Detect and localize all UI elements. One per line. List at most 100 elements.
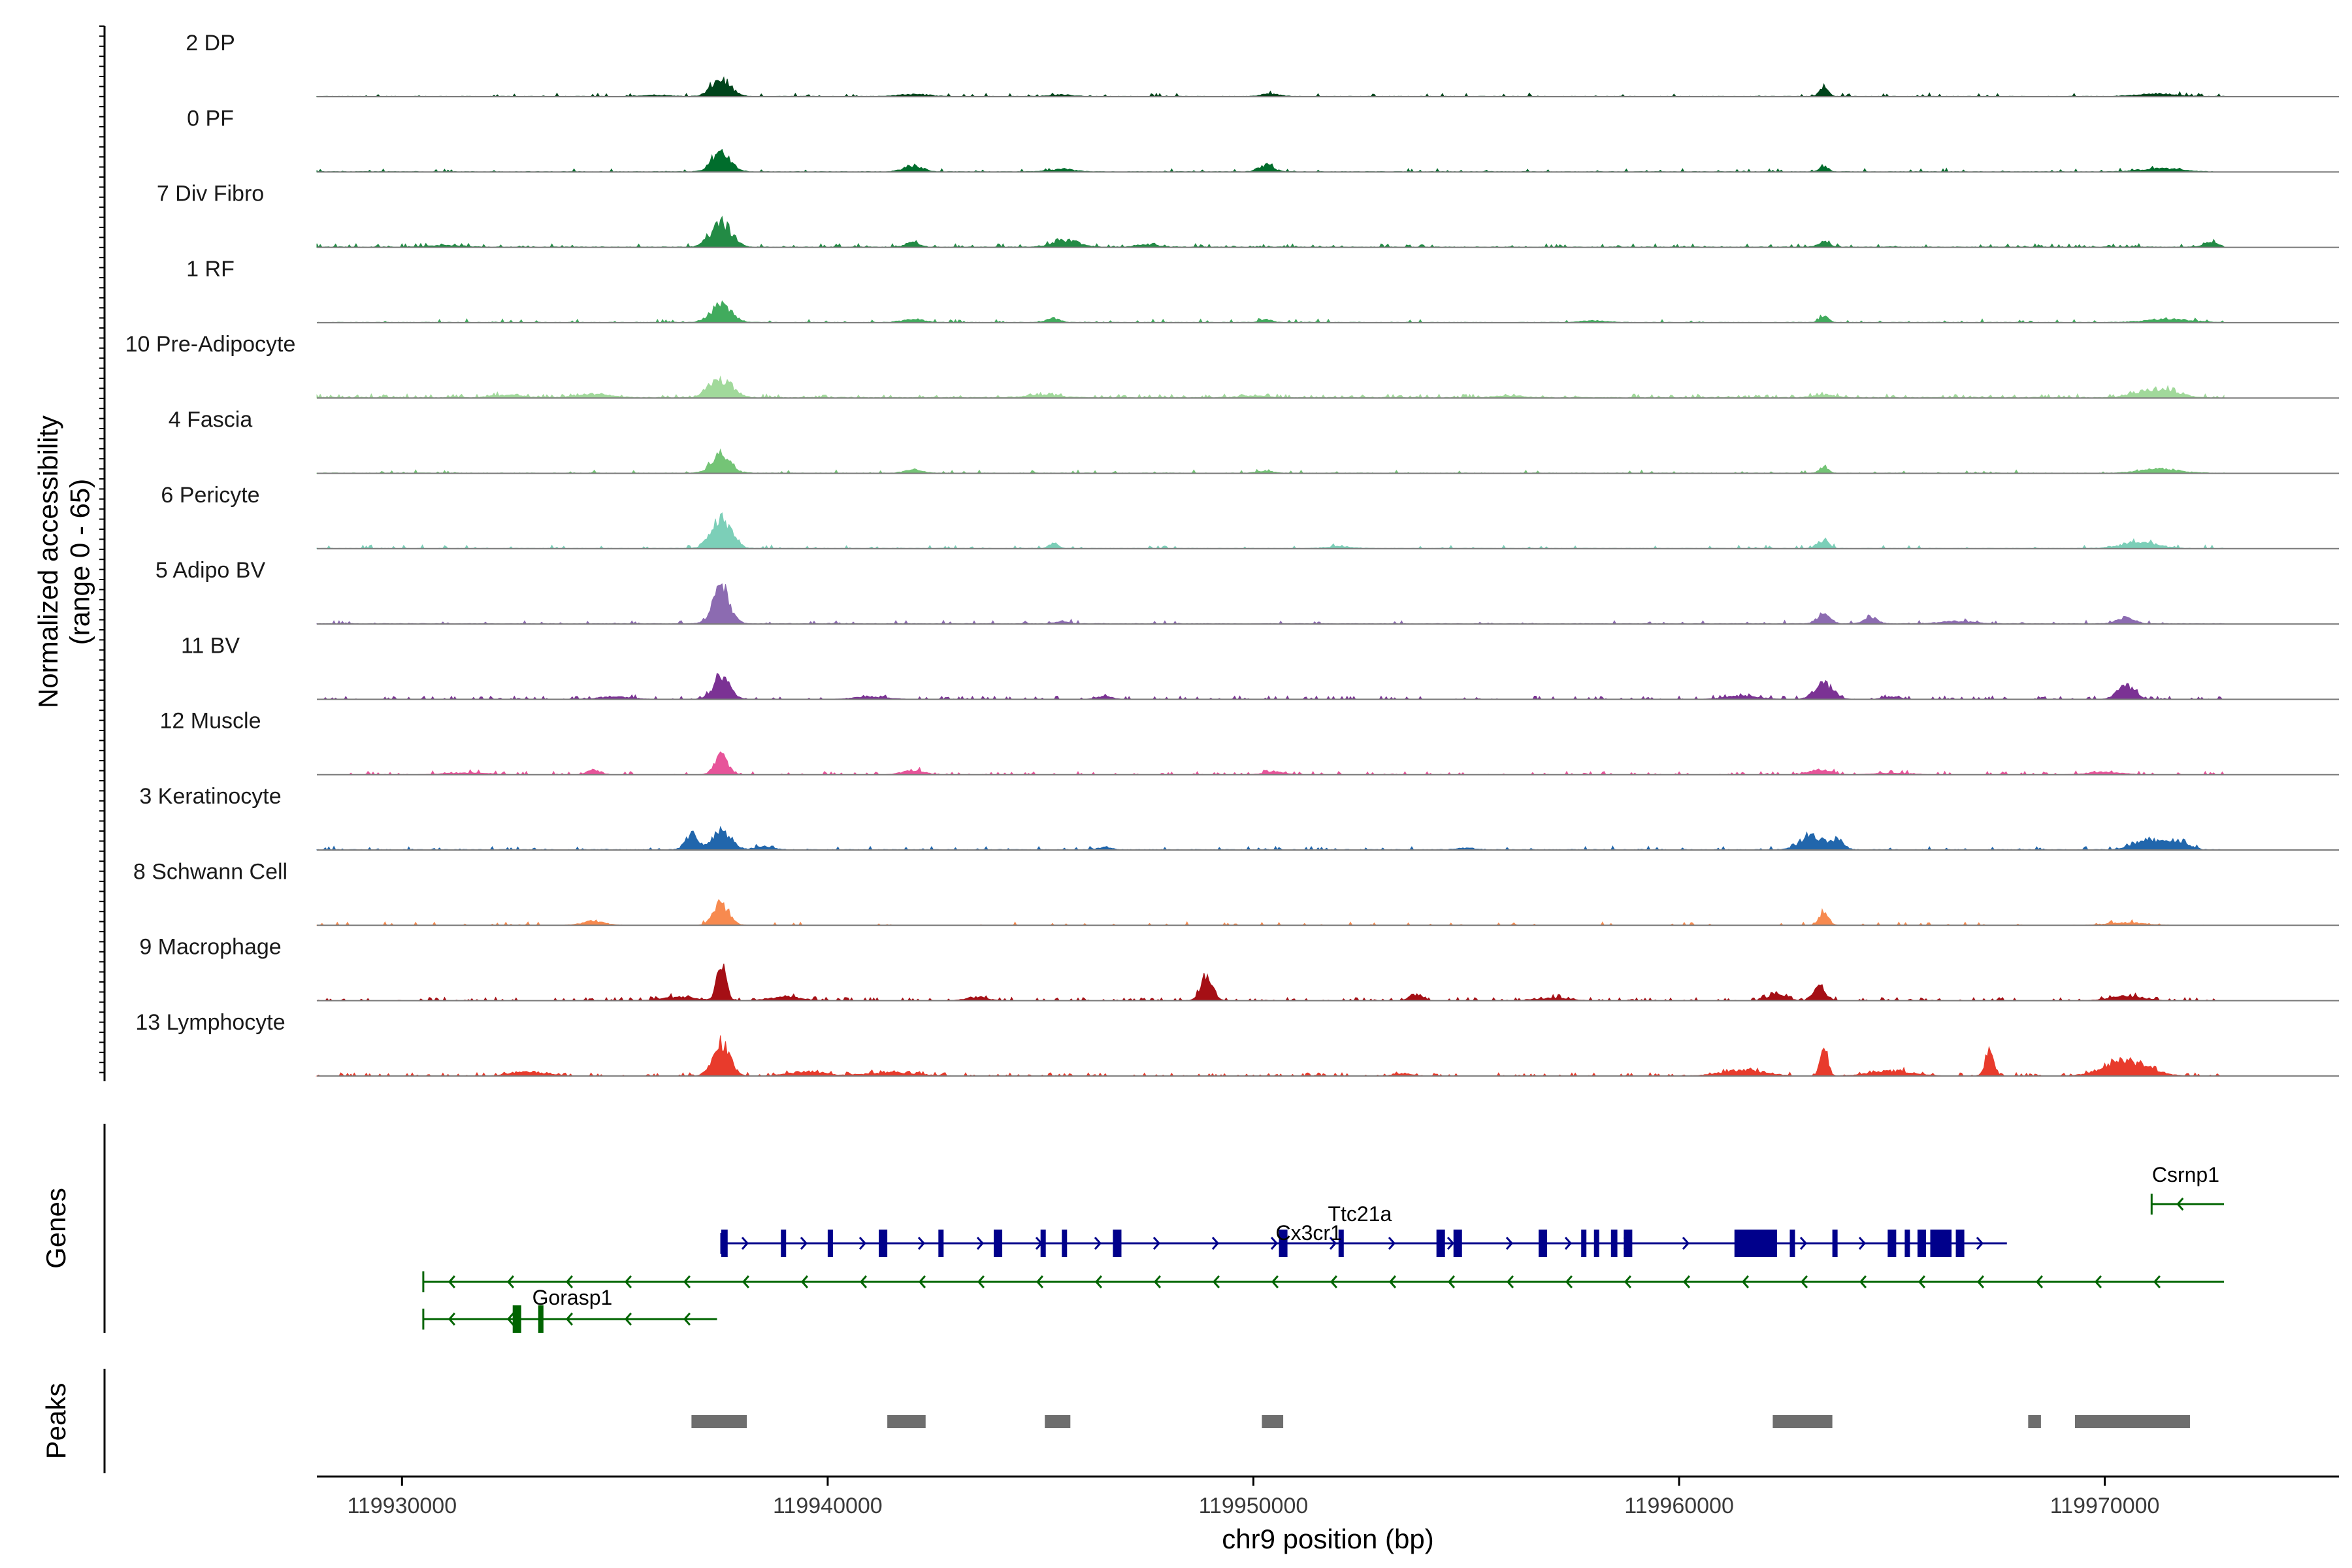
- peaks-panel-label: Peaks: [41, 1383, 71, 1460]
- track-13-lymphocyte: 13 Lymphocyte: [135, 1010, 2339, 1077]
- exon: [1113, 1230, 1122, 1257]
- peak-region: [1262, 1415, 1284, 1428]
- peak-region: [1045, 1415, 1071, 1428]
- strand-chevron: [1036, 1275, 1044, 1288]
- y-axis-title-line: Normalized accessibility: [33, 416, 63, 708]
- x-axis-title: chr9 position (bp): [1222, 1524, 1434, 1554]
- track-6-pericyte: 6 Pericyte: [161, 483, 2339, 549]
- strand-chevron: [1094, 1275, 1103, 1288]
- strand-chevron: [742, 1275, 750, 1288]
- exon: [938, 1230, 944, 1257]
- track-label: 2 DP: [186, 31, 235, 56]
- exon: [1955, 1230, 1965, 1257]
- strand-chevron: [1682, 1237, 1690, 1250]
- strand-chevron: [1271, 1275, 1279, 1288]
- strand-chevron: [1153, 1275, 1162, 1288]
- strand-chevron: [2153, 1275, 2161, 1288]
- track-label: 3 Keratinocyte: [139, 784, 281, 809]
- exon: [538, 1305, 544, 1333]
- strand-chevron: [683, 1275, 691, 1288]
- strand-chevron: [858, 1237, 867, 1250]
- strand-chevron: [1152, 1237, 1161, 1250]
- strand-chevron: [1624, 1275, 1632, 1288]
- exon: [1593, 1230, 1599, 1257]
- track-label: 10 Pre-Adipocyte: [125, 332, 296, 357]
- strand-chevron: [624, 1275, 632, 1288]
- exon: [1338, 1230, 1344, 1257]
- track-label: 11 BV: [181, 633, 240, 658]
- gene-label: Csrnp1: [2152, 1163, 2219, 1186]
- exon: [1436, 1230, 1445, 1257]
- peak-region: [1772, 1415, 1833, 1428]
- peak-region: [2075, 1415, 2190, 1428]
- exon: [1887, 1230, 1897, 1257]
- genes-panel-label: Genes: [41, 1188, 71, 1269]
- track-7-div-fibro: 7 Div Fibro: [157, 182, 2339, 248]
- x-tick-label: 119960000: [1624, 1494, 1734, 1518]
- strand-chevron: [1800, 1275, 1808, 1288]
- strand-chevron: [800, 1275, 809, 1288]
- peak-region: [691, 1415, 747, 1428]
- strand-chevron: [1330, 1275, 1338, 1288]
- strand-chevron: [1211, 1237, 1220, 1250]
- strand-chevron: [2094, 1275, 2102, 1288]
- track-2-dp: 2 DP: [186, 31, 2339, 98]
- gene-label: Cx3cr1: [1275, 1221, 1341, 1245]
- exon: [827, 1230, 833, 1257]
- track-1-rf: 1 RF: [186, 257, 2339, 323]
- gene-label: Gorasp1: [532, 1286, 613, 1309]
- strand-chevron: [565, 1275, 574, 1288]
- strand-chevron: [800, 1237, 808, 1250]
- track-label: 9 Macrophage: [139, 935, 281, 960]
- track-label: 7 Div Fibro: [157, 182, 264, 206]
- track-label: 6 Pericyte: [161, 483, 259, 508]
- strand-chevron: [1094, 1237, 1102, 1250]
- track-5-adipo-bv: 5 Adipo BV: [155, 558, 2339, 625]
- accessibility-y-axis: Normalized accessibility(range 0 - 65): [33, 25, 106, 1081]
- track-11-bv: 11 BV: [181, 633, 2339, 700]
- strand-chevron: [506, 1313, 515, 1326]
- exon: [879, 1230, 888, 1257]
- strand-chevron: [448, 1313, 456, 1326]
- track-label: 4 Fascia: [169, 408, 253, 433]
- strand-chevron: [2176, 1198, 2184, 1211]
- x-tick-label: 119970000: [2050, 1494, 2160, 1518]
- exon: [1624, 1230, 1633, 1257]
- peaks-panel: Peaks: [41, 1369, 2190, 1473]
- exon: [1539, 1230, 1548, 1257]
- exon: [1734, 1230, 1777, 1257]
- exon: [1789, 1230, 1795, 1257]
- strand-chevron: [1506, 1275, 1514, 1288]
- exon: [1832, 1230, 1838, 1257]
- track-label: 1 RF: [186, 257, 235, 282]
- strand-chevron: [1858, 1237, 1867, 1250]
- track-12-muscle: 12 Muscle: [160, 709, 2339, 776]
- x-tick-label: 119950000: [1199, 1494, 1309, 1518]
- track-label: 8 Schwann Cell: [133, 859, 287, 884]
- exon: [1930, 1230, 1952, 1257]
- strand-chevron: [1270, 1237, 1279, 1250]
- strand-chevron: [1329, 1237, 1337, 1250]
- exon: [781, 1230, 787, 1257]
- exon: [1040, 1230, 1046, 1257]
- track-10-pre-adipocyte: 10 Pre-Adipocyte: [125, 332, 2339, 399]
- strand-chevron: [1918, 1275, 1926, 1288]
- gene-cx3cr1: Cx3cr1: [422, 1221, 2225, 1292]
- exon: [1062, 1230, 1068, 1257]
- gene-csrnp1: Csrnp1: [2150, 1163, 2225, 1215]
- strand-chevron: [1447, 1275, 1456, 1288]
- strand-chevron: [1859, 1275, 1867, 1288]
- y-axis-title-line: (range 0 - 65): [64, 479, 95, 645]
- x-tick-label: 119940000: [773, 1494, 883, 1518]
- strand-chevron: [2035, 1275, 2044, 1288]
- strand-chevron: [448, 1275, 456, 1288]
- peak-region: [2028, 1415, 2041, 1428]
- gene-label: Ttc21a: [1328, 1202, 1392, 1226]
- strand-chevron: [1564, 1237, 1573, 1250]
- strand-chevron: [917, 1237, 926, 1250]
- track-8-schwann-cell: 8 Schwann Cell: [133, 859, 2339, 926]
- strand-chevron: [1565, 1275, 1573, 1288]
